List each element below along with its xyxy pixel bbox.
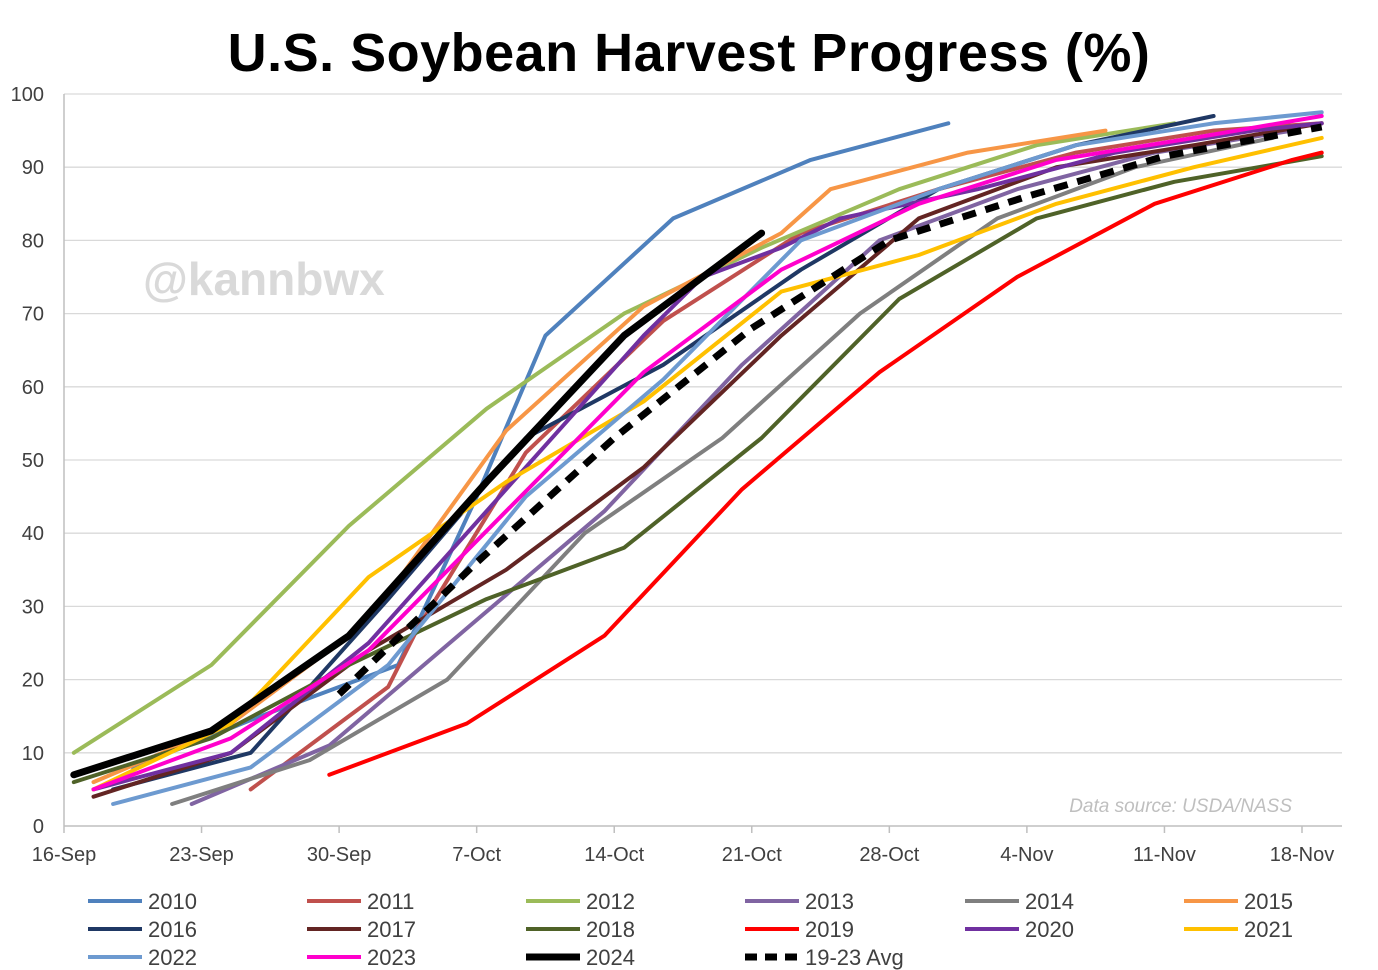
legend-label: 2017 [367,917,416,942]
legend-item-2015: 2015 [1184,889,1293,914]
legend-item-2021: 2021 [1184,917,1293,942]
y-tick-label: 80 [22,230,44,252]
legend-label: 2011 [367,889,414,914]
gridlines [64,93,1342,754]
legend-item-2010: 2010 [88,889,197,914]
series-line-2015 [91,128,1108,785]
legend-item-2024: 2024 [526,945,635,970]
chart-title: U.S. Soybean Harvest Progress (%) [227,23,1151,83]
legend-label: 2020 [1025,917,1074,942]
legend-label: 2015 [1244,889,1293,914]
x-tick-label: 16-Sep [32,844,97,866]
series-line-2018 [71,154,1324,785]
legend-label: 2024 [586,945,635,970]
series-line-2022 [111,110,1324,806]
y-tick-label: 40 [22,523,44,545]
legend-item-2014: 2014 [965,889,1074,914]
x-tick-label: 4-Nov [1000,844,1053,866]
series-line-2017 [91,121,1324,799]
legend-item-2018: 2018 [526,917,635,942]
series-line-2023 [91,114,1324,792]
legend-label: 19-23 Avg [805,945,904,970]
y-tick-label: 70 [22,304,44,326]
watermark: @kannbwx [143,253,385,305]
series-lines [70,110,1324,806]
axes: 0 10 20 30 40 50 60 70 80 90 100 16-Sep 23-Sep 30-Sep… [11,84,1342,866]
legend-item-2011: 2011 [307,889,414,914]
x-tick-label: 30-Sep [307,844,372,866]
legend-label: 2016 [148,917,197,942]
legend-label: 2019 [805,917,854,942]
x-tick-label: 21-Oct [722,844,782,866]
legend-label: 2014 [1025,889,1074,914]
legend-label: 2012 [586,889,635,914]
legend-label: 2010 [148,889,197,914]
series-line-2019 [327,150,1324,777]
legend-label: 2022 [148,945,197,970]
series-line-2012 [71,121,1177,755]
legend-item-2022: 2022 [88,945,197,970]
y-tick-label: 0 [33,816,44,838]
x-tick-label: 7-Oct [452,844,501,866]
x-tick-label: 14-Oct [584,844,644,866]
y-tick-label: 10 [22,743,44,765]
legend-item-2019: 2019 [745,917,854,942]
legend-item-19-23-avg: 19-23 Avg [745,945,904,970]
legend-label: 2018 [586,917,635,942]
y-tick-label: 30 [22,596,44,618]
legend: 2010 2011 2012 2013 2014 2015 2016 2017 2018 2019… [88,889,1293,970]
source-note: Data source: USDA/NASS [1069,796,1292,817]
legend-item-2012: 2012 [526,889,635,914]
legend-label: 2013 [805,889,854,914]
series-line-2024 [70,229,766,779]
y-tick-label: 90 [22,157,44,179]
legend-item-2023: 2023 [307,945,416,970]
y-tick-label: 100 [11,84,44,106]
legend-item-2017: 2017 [307,917,416,942]
series-line-19-23-avg [336,123,1323,697]
series-line-2020 [91,121,1324,792]
y-tick-label: 50 [22,450,44,472]
legend-label: 2021 [1244,917,1293,942]
series-line-2021 [91,135,1324,792]
x-tick-label: 23-Sep [169,844,234,866]
series-line-2014 [170,135,1275,806]
y-tick-label: 60 [22,377,44,399]
series-line-2010 [130,121,951,770]
series-line-2011 [248,121,1324,792]
x-tick-label: 11-Nov [1133,844,1196,866]
legend-item-2013: 2013 [745,889,854,914]
legend-item-2020: 2020 [965,917,1074,942]
y-tick-label: 20 [22,670,44,692]
series-line-2013 [189,128,1295,806]
x-tick-label: 18-Nov [1270,844,1334,866]
x-tick-label: 28-Oct [859,844,919,866]
legend-item-2016: 2016 [88,917,197,942]
legend-label: 2023 [367,945,416,970]
